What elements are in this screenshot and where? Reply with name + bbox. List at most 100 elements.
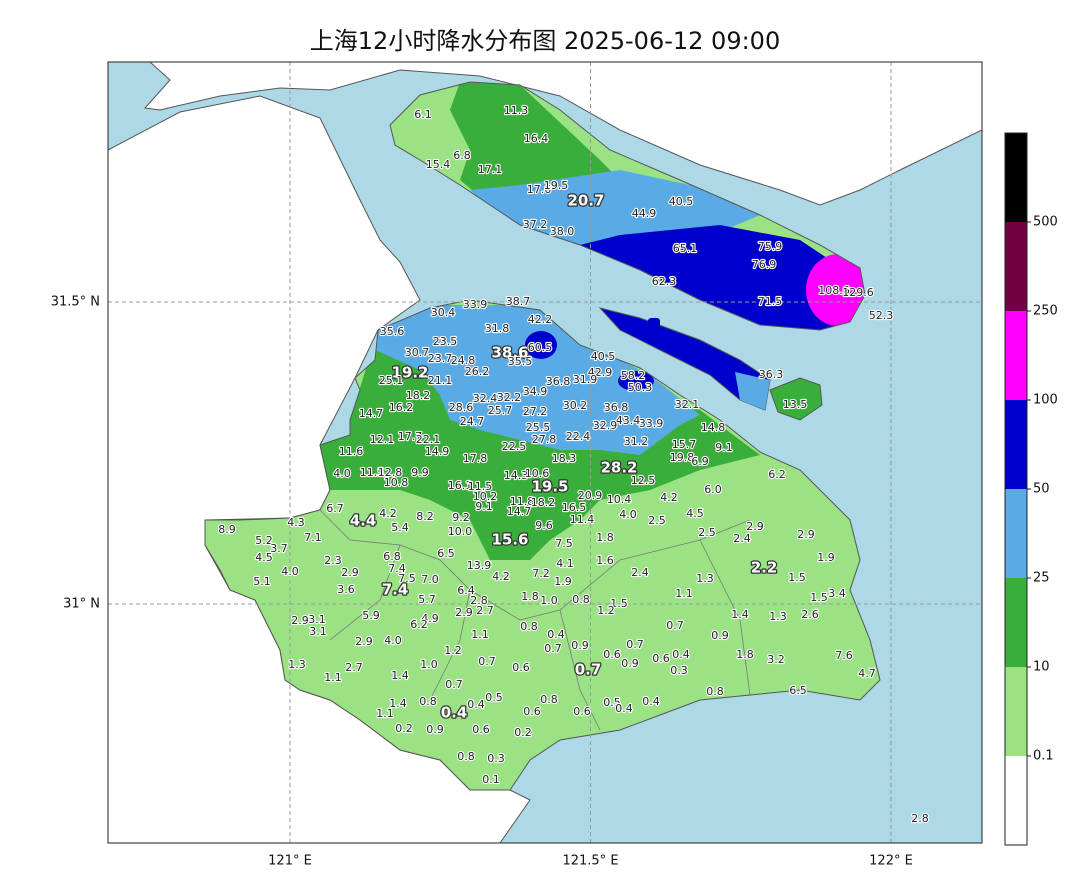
station-value: 4.2	[379, 507, 397, 520]
station-value: 16.1	[448, 479, 473, 492]
station-value: 27.8	[532, 433, 557, 446]
station-value: 13.5	[783, 398, 808, 411]
station-value: 1.4	[389, 697, 407, 710]
station-value: 11.5	[360, 466, 385, 479]
station-value: 1.1	[324, 671, 342, 684]
station-value: 6.1	[414, 108, 432, 121]
station-value: 9.6	[535, 519, 553, 532]
station-value: 36.8	[546, 375, 571, 388]
station-value: 4.1	[556, 557, 574, 570]
station-value: 0.2	[395, 722, 413, 735]
station-value: 6.8	[453, 149, 471, 162]
colorbar-label: 50	[1033, 482, 1050, 497]
map-title: 上海12小时降水分布图 2025-06-12 09:00	[310, 27, 780, 55]
station-value: 23.7	[428, 352, 453, 365]
station-value: 21.1	[428, 374, 453, 387]
station-value: 2.7	[476, 604, 494, 617]
station-value: 24.7	[460, 415, 485, 428]
station-value: 75.9	[758, 240, 783, 253]
station-value: 58.2	[621, 369, 646, 382]
station-value: 2.3	[324, 554, 342, 567]
station-value: 7.2	[532, 567, 550, 580]
station-value: 6.7	[326, 502, 344, 515]
station-value: 31.8	[485, 322, 510, 335]
station-value: 11.5	[468, 480, 493, 493]
station-value: 33.9	[639, 417, 664, 430]
colorbar-label: 250	[1033, 304, 1058, 319]
colorbar-segment	[1005, 667, 1027, 756]
station-value: 14.7	[359, 407, 384, 420]
station-value: 4.7	[858, 667, 876, 680]
station-value: 12.5	[631, 474, 656, 487]
chongming-outline	[389, 81, 866, 331]
station-value: 1.4	[391, 669, 409, 682]
station-value: 7.0	[421, 573, 439, 586]
station-value: 37.2	[523, 218, 548, 231]
station-value-major: 7.4	[382, 581, 409, 599]
station-value: 38.0	[550, 225, 575, 238]
station-value: 44.9	[632, 207, 657, 220]
station-value: 129.6	[842, 286, 874, 299]
colorbar-label: 10	[1033, 660, 1050, 675]
station-value: 1.8	[596, 531, 614, 544]
station-value: 2.4	[733, 532, 751, 545]
station-value: 0.7	[626, 638, 644, 651]
station-value: 0.5	[603, 696, 621, 709]
station-value: 0.9	[426, 723, 444, 736]
station-value: 8.2	[416, 510, 434, 523]
station-value: 0.4	[615, 702, 633, 715]
station-value: 0.8	[706, 685, 724, 698]
station-value: 2.6	[801, 608, 819, 621]
station-value: 10.0	[448, 525, 473, 538]
station-value: 2.9	[291, 614, 309, 627]
station-value: 22.1	[416, 433, 441, 446]
station-value: 17.7	[398, 430, 423, 443]
station-value-major: 19.5	[531, 478, 568, 496]
station-value: 6.9	[691, 455, 709, 468]
station-value: 1.0	[540, 594, 558, 607]
station-value: 11.8	[510, 495, 535, 508]
station-value: 15.4	[426, 158, 451, 171]
lon-tick-label: 121.5° E	[562, 854, 618, 869]
station-value: 4.5	[686, 507, 704, 520]
station-value: 10.8	[384, 476, 409, 489]
lat-tick-label: 31° N	[63, 597, 100, 612]
station-value: 0.3	[487, 752, 505, 765]
station-value: 20.9	[578, 489, 603, 502]
station-value: 16.2	[389, 401, 414, 414]
station-value: 0.9	[621, 657, 639, 670]
station-value: 10.2	[473, 490, 498, 503]
station-value: 35.6	[380, 325, 405, 338]
station-value: 1.9	[817, 551, 835, 564]
station-value: 1.2	[444, 644, 462, 657]
station-value: 0.7	[544, 642, 562, 655]
station-value: 50.3	[628, 381, 653, 394]
station-value: 1.3	[696, 572, 714, 585]
station-value: 0.8	[419, 695, 437, 708]
station-value: 14.3	[504, 469, 529, 482]
station-value: 1.8	[736, 648, 754, 661]
station-value: 76.9	[752, 258, 777, 271]
station-value: 40.5	[591, 350, 616, 363]
lat-tick-label: 31.5° N	[51, 295, 100, 310]
station-value: 32.2	[497, 391, 522, 404]
station-value: 0.6	[523, 705, 541, 718]
station-value: 42.2	[528, 313, 553, 326]
colorbar-segment	[1005, 311, 1027, 400]
map-frame	[107, 61, 983, 844]
station-value: 16.5	[562, 501, 587, 514]
station-value: 42.9	[588, 366, 613, 379]
station-value: 0.6	[652, 652, 670, 665]
station-value: 2.9	[746, 520, 764, 533]
station-value: 0.9	[711, 629, 729, 642]
station-value: 35.5	[508, 355, 533, 368]
station-value: 6.4	[457, 584, 475, 597]
station-value: 18.3	[552, 452, 577, 465]
station-value: 2.5	[648, 514, 666, 527]
station-value: 1.1	[471, 628, 489, 641]
station-value-major: 19.2	[391, 364, 428, 382]
station-value: 0.7	[666, 619, 684, 632]
station-value: 9.9	[411, 466, 429, 479]
